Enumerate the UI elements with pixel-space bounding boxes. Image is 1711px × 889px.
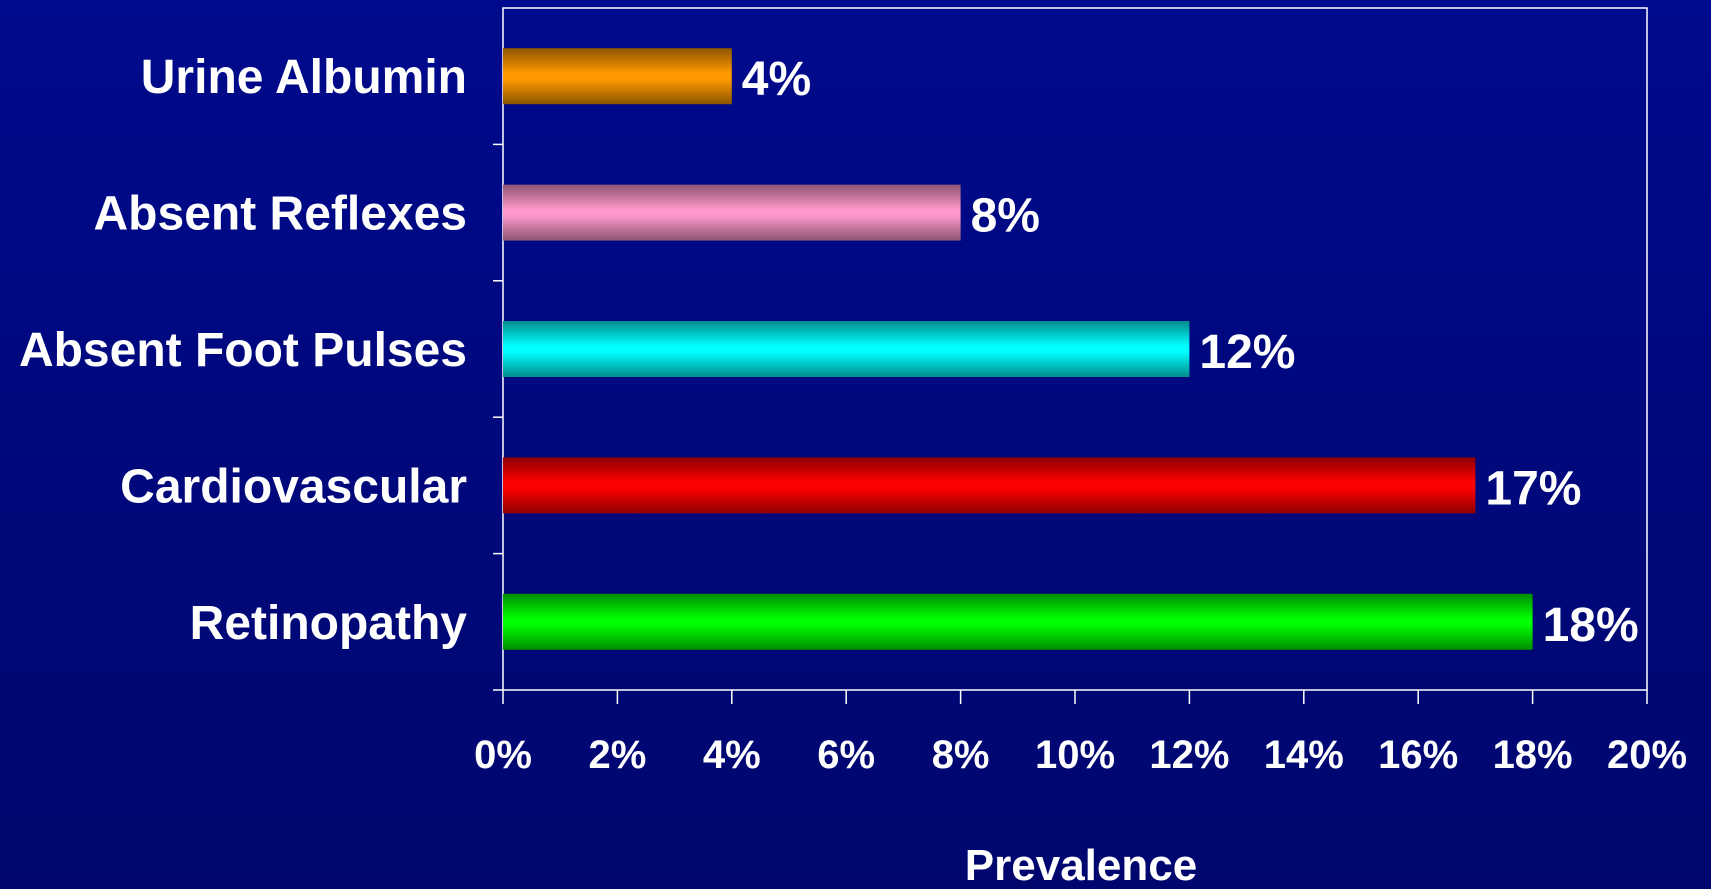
value-labels: 4% 8% 12% 17% 18%	[742, 53, 1639, 652]
bar-absent-foot-pulses	[503, 321, 1190, 377]
x-axis-title: Prevalence	[965, 841, 1197, 889]
bar-retinopathy	[503, 593, 1533, 650]
value-label-cardiovascular: 17%	[1485, 462, 1581, 515]
x-tick-label: 8%	[932, 733, 990, 777]
x-tick-label: 10%	[1035, 733, 1115, 777]
bars	[503, 48, 1533, 650]
x-tick-label: 0%	[474, 733, 532, 777]
x-tick-label: 2%	[588, 733, 646, 777]
y-axis-ticks	[493, 143, 503, 691]
category-label-retinopathy: Retinopathy	[190, 597, 468, 650]
x-tick-label: 6%	[817, 733, 875, 777]
category-label-absent-reflexes: Absent Reflexes	[94, 188, 467, 241]
category-label-absent-foot-pulses: Absent Foot Pulses	[19, 324, 467, 377]
x-axis-ticks	[502, 690, 1648, 704]
bar-cardiovascular	[503, 457, 1476, 514]
x-tick-label: 20%	[1607, 733, 1687, 777]
value-label-absent-foot-pulses: 12%	[1199, 326, 1295, 379]
category-label-urine-albumin: Urine Albumin	[141, 51, 467, 104]
category-label-cardiovascular: Cardiovascular	[120, 460, 467, 513]
x-tick-labels: 0% 2% 4% 6% 8% 10% 12% 14% 16% 18% 20%	[474, 733, 1687, 777]
bar-absent-reflexes	[503, 184, 961, 241]
x-tick-label: 14%	[1264, 733, 1344, 777]
x-tick-label: 18%	[1493, 733, 1573, 777]
x-tick-label: 12%	[1149, 733, 1229, 777]
x-tick-label: 4%	[703, 733, 761, 777]
x-tick-label: 16%	[1378, 733, 1458, 777]
value-label-retinopathy: 18%	[1543, 599, 1639, 652]
category-labels: Urine Albumin Absent Reflexes Absent Foot …	[19, 51, 467, 650]
value-label-absent-reflexes: 8%	[971, 190, 1040, 243]
bar-urine-albumin	[503, 48, 732, 105]
value-label-urine-albumin: 4%	[742, 53, 811, 106]
